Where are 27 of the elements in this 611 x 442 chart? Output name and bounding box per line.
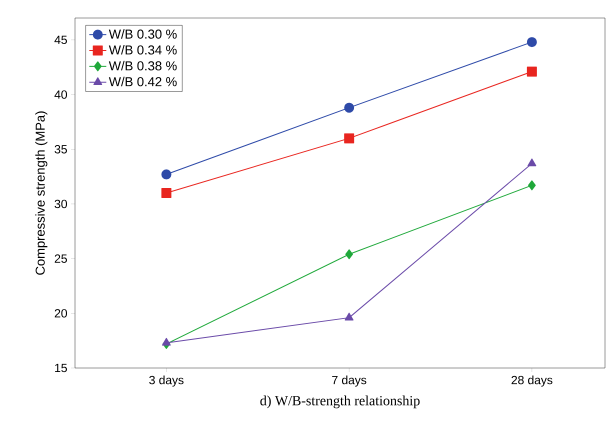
y-tick-label: 15	[55, 364, 67, 372]
x-tick-label: 7 days	[332, 376, 366, 387]
point	[162, 338, 171, 346]
x-tick-label: 28 days	[512, 376, 552, 387]
point	[528, 180, 536, 190]
point	[528, 158, 536, 166]
x-tick-label: 3 days	[149, 376, 184, 387]
y-axis-title: Compressive strength (MPa)	[35, 111, 48, 275]
legend-label: W/B 0.34 %	[108, 45, 177, 55]
y-tick-label: 20	[54, 309, 68, 318]
y-tick-label: 30	[54, 200, 68, 208]
legend-label: W/B 0.42 %	[108, 76, 177, 86]
point	[344, 312, 354, 320]
point	[161, 169, 172, 180]
point	[161, 188, 172, 198]
text: d) W/B-strength relationship	[260, 396, 420, 408]
point	[345, 249, 354, 260]
point	[344, 102, 354, 113]
y-tick-label: 45	[54, 36, 67, 44]
y-tick-label: 35	[54, 145, 67, 154]
y-tick-label: 25	[54, 254, 67, 263]
point	[526, 66, 537, 77]
point	[526, 37, 537, 48]
y-tick-label: 40	[54, 90, 68, 99]
legend-label: W/B 0.38 %	[108, 60, 177, 70]
legend-label: W/B 0.30 %	[108, 29, 177, 39]
point	[344, 133, 354, 144]
